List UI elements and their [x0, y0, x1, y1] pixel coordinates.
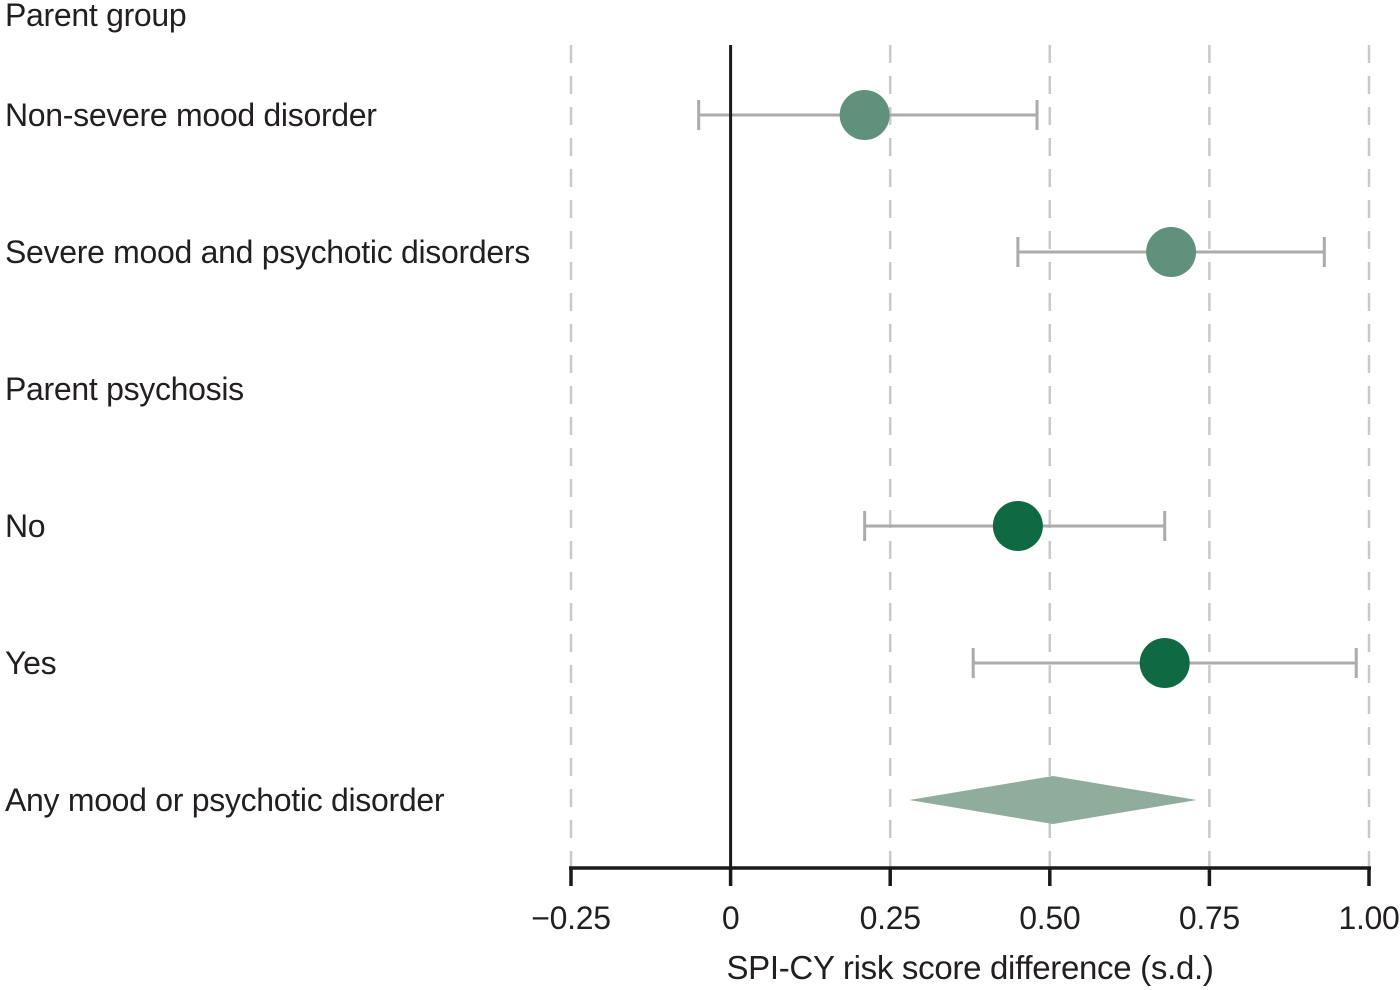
row-label: Yes [5, 645, 56, 681]
x-axis-tick-label: 1.00 [1338, 900, 1399, 936]
x-axis-tick-label: 0.25 [860, 900, 921, 936]
x-axis-tick-label: 0 [722, 900, 740, 936]
estimate-marker [1139, 638, 1190, 688]
labels-layer: Parent group Non-severe mood disorder Seve… [5, 0, 1400, 986]
x-axis-tick-label: 0.75 [1179, 900, 1240, 936]
estimate-marker [839, 90, 890, 140]
section-heading: Parent psychosis [5, 371, 244, 407]
x-axis-tick-label: 0.50 [1019, 900, 1080, 936]
estimate-marker [1146, 227, 1197, 277]
axis-layer [569, 866, 1371, 886]
row-label: Severe mood and psychotic disorders [5, 234, 530, 270]
row-label: No [5, 508, 45, 544]
estimate-marker [992, 501, 1043, 551]
markers-layer [839, 90, 1197, 824]
gridlines-layer [569, 45, 1371, 868]
section-heading: Parent group [5, 0, 186, 33]
x-axis-title: SPI-CY risk score difference (s.d.) [726, 949, 1213, 986]
row-label: Any mood or psychotic disorder [5, 782, 445, 818]
x-axis-tick-label: −0.25 [531, 900, 610, 936]
row-label: Non-severe mood disorder [5, 97, 377, 133]
summary-diamond [909, 776, 1197, 824]
error-bars-layer [697, 100, 1358, 678]
